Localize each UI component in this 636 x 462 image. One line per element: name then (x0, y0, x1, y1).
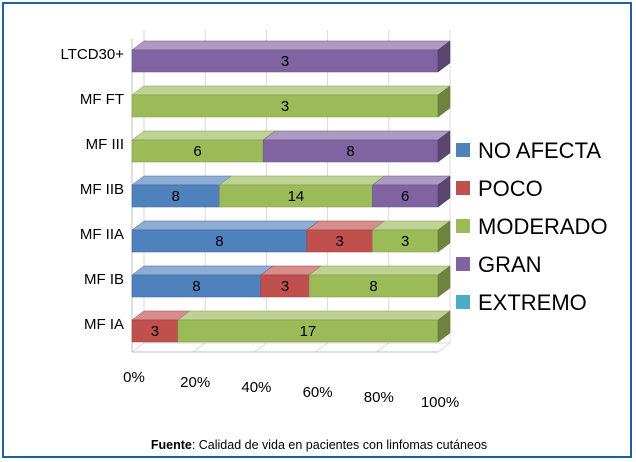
data-label: 8 (215, 233, 223, 250)
bar-segment (131, 40, 451, 73)
legend-swatch (456, 257, 470, 271)
stacked-bar-chart: 3 3 6 8 8 14 6 8 3 3 8 3 8 3 17 LTCD30+ MF FT MF III MF II… (60, 30, 608, 411)
floor-gridline (315, 342, 328, 353)
data-label: 14 (288, 188, 305, 205)
bar-segment (218, 175, 386, 208)
legend-swatch (456, 181, 470, 195)
category-label: MF IIB (80, 181, 124, 198)
data-label: 8 (369, 278, 377, 295)
floor-gridline (376, 342, 390, 353)
bars: 3 3 6 8 8 14 6 8 3 3 8 3 8 3 17 (131, 40, 451, 343)
data-label: 3 (281, 278, 289, 295)
bar-segment (260, 265, 322, 298)
x-tick-label: 60% (303, 384, 333, 401)
bar-segment (177, 310, 451, 343)
data-label: 6 (193, 143, 201, 160)
category-label: MF IIA (80, 226, 124, 243)
legend-swatch (456, 295, 470, 309)
bar-segment (131, 220, 320, 253)
x-tick-label: 0% (123, 369, 145, 386)
source-label: Fuente (150, 438, 192, 452)
legend-label: GRAN (478, 252, 542, 277)
category-label: MF IA (84, 316, 124, 333)
data-label: 3 (151, 323, 159, 340)
floor-gridline (192, 342, 206, 353)
floor-gridline (254, 342, 267, 353)
data-label: 6 (401, 188, 409, 205)
data-label: 17 (300, 323, 317, 340)
category-label: LTCD30+ (60, 46, 124, 63)
bar-segment (131, 85, 451, 118)
bar-segment (262, 130, 451, 163)
data-label: 3 (401, 233, 409, 250)
data-label: 8 (192, 278, 200, 295)
legend-label: MODERADO (478, 214, 608, 239)
data-label: 8 (346, 143, 354, 160)
chart-frame: 3 3 6 8 8 14 6 8 3 3 8 3 8 3 17 LTCD30+ MF FT MF III MF II… (2, 2, 632, 458)
source-caption: Fuente: Calidad de vida en pacientes con… (4, 438, 634, 452)
bar-segment (371, 175, 451, 208)
floor-gridline (437, 342, 451, 353)
x-tick-label: 20% (180, 374, 210, 391)
bar-segment (306, 220, 386, 253)
legend-swatch (456, 143, 470, 157)
legend-label: NO AFECTA (478, 138, 601, 163)
data-label: 8 (172, 188, 180, 205)
source-text: : Calidad de vida en pacientes con linfo… (191, 438, 488, 452)
floor-gridline (131, 342, 145, 353)
category-label: MF III (86, 136, 124, 153)
category-label: MF IB (84, 271, 124, 288)
legend-swatch (456, 219, 470, 233)
x-tick-label: 100% (421, 394, 459, 411)
x-tick-label: 80% (364, 389, 394, 406)
bar-segment (371, 220, 451, 253)
x-tick-label: 40% (241, 379, 271, 396)
legend-label: EXTREMO (478, 290, 587, 315)
data-label: 3 (281, 53, 289, 70)
bar-segment (131, 265, 274, 298)
bar-segment (131, 130, 276, 163)
data-label: 3 (335, 233, 343, 250)
data-label: 3 (281, 98, 289, 115)
bar-segment (131, 310, 191, 343)
bar-segment (308, 265, 451, 298)
legend: NO AFECTA POCO MODERADO GRAN EXTREMO (456, 138, 608, 315)
legend-label: POCO (478, 176, 543, 201)
category-label: MF FT (80, 91, 124, 108)
bar-segment (131, 175, 233, 208)
